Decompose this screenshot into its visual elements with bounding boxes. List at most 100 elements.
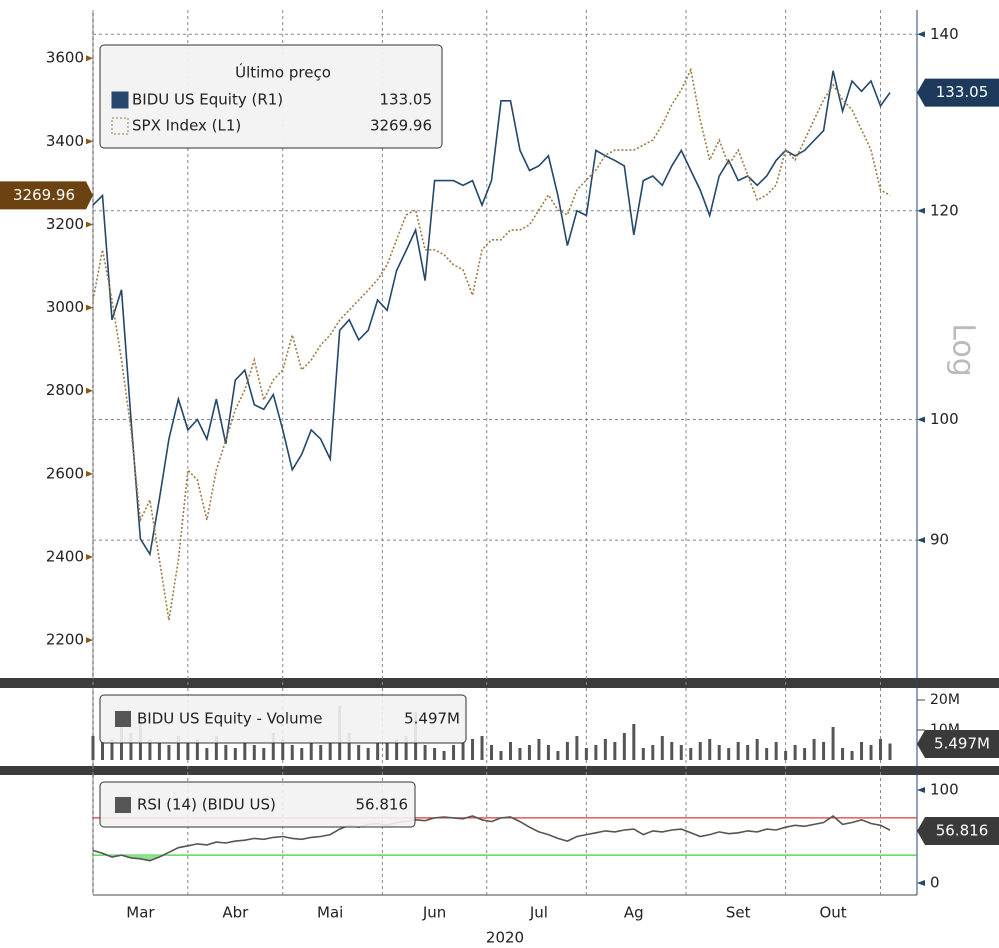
panel-separator: [0, 678, 999, 688]
volume-bar: [385, 742, 389, 760]
volume-bar: [404, 736, 408, 760]
volume-bar: [328, 742, 332, 760]
legend-value: 3269.96: [370, 117, 432, 135]
legend-swatch: [115, 797, 131, 813]
y-tick: [86, 221, 93, 228]
value-tag: [917, 78, 999, 107]
volume-bar: [841, 748, 845, 760]
y-tick-label: 2600: [46, 464, 84, 482]
legend-label: RSI (14) (BIDU US): [137, 796, 276, 814]
volume-bar: [100, 742, 104, 760]
volume-bar: [537, 739, 541, 760]
volume-bar: [395, 739, 399, 760]
volume-bar: [195, 739, 199, 760]
volume-bar: [243, 742, 247, 760]
legend-label: BIDU US Equity - Volume: [137, 710, 322, 728]
volume-bar: [594, 745, 598, 760]
series-line: [92, 67, 891, 621]
value-tag: [917, 817, 999, 845]
value-tag: [0, 181, 93, 210]
legend-value: 56.816: [356, 796, 409, 814]
volume-bar: [91, 736, 95, 760]
rsi-line: [92, 814, 891, 862]
volume-bar: [508, 742, 512, 760]
y2-tick: [917, 880, 925, 886]
value-tag-label: 3269.96: [13, 186, 75, 204]
legend-value: 5.497M: [404, 710, 460, 728]
volume-bar: [565, 742, 569, 760]
volume-bar: [736, 742, 740, 760]
volume-bar: [319, 745, 323, 760]
y-tick: [86, 138, 93, 145]
volume-bar: [205, 748, 209, 760]
y2-tick: [917, 787, 925, 793]
volume-bar: [575, 736, 579, 760]
volume-bar: [176, 736, 180, 760]
volume-bar: [281, 739, 285, 760]
series-line: [92, 70, 891, 557]
y2-tick: [917, 537, 925, 544]
y2-tick-label: 20M: [930, 692, 960, 708]
value-tag-label: 56.816: [936, 822, 989, 840]
value-tag-label: 133.05: [936, 83, 989, 101]
y-tick-label: 3200: [46, 215, 84, 233]
value-tag: [917, 730, 999, 758]
volume-bar: [717, 745, 721, 760]
legend-box: [99, 781, 416, 828]
volume-bar: [584, 748, 588, 760]
volume-bar: [670, 742, 674, 760]
x-tick-label: Set: [726, 904, 751, 922]
volume-bar: [518, 748, 522, 760]
volume-bar: [632, 724, 636, 760]
volume-bar: [679, 745, 683, 760]
volume-bar: [765, 748, 769, 760]
volume-bar: [214, 736, 218, 760]
volume-bar: [746, 745, 750, 760]
y2-tick-label: 100: [930, 410, 959, 428]
volume-bar: [442, 751, 446, 760]
volume-bar: [186, 742, 190, 760]
legend-swatch: [111, 117, 129, 135]
x-axis-label: 2020: [486, 929, 524, 947]
volume-bar: [803, 748, 807, 760]
legend-label: SPX Index (L1): [132, 117, 241, 135]
y2-tick-label: 120: [930, 201, 959, 219]
volume-bar: [129, 733, 133, 760]
y-tick: [86, 637, 93, 644]
x-tick-label: Ag: [624, 904, 644, 922]
legend-label: BIDU US Equity (R1): [132, 91, 283, 109]
legend-box: [99, 694, 467, 744]
volume-bar: [784, 751, 788, 760]
y-tick-label: 3000: [46, 298, 84, 316]
y-tick-label: 2400: [46, 547, 84, 565]
volume-bar: [157, 742, 161, 760]
y2-tick: [917, 31, 925, 38]
volume-bar: [366, 748, 370, 760]
volume-bar: [499, 751, 503, 760]
y-tick: [86, 55, 93, 62]
volume-bar: [860, 742, 864, 760]
y-tick: [86, 387, 93, 394]
volume-bar: [262, 748, 266, 760]
legend-title: Último preço: [235, 63, 331, 82]
volume-bar: [546, 745, 550, 760]
x-tick-label: Jul: [529, 904, 548, 922]
volume-bar: [224, 745, 228, 760]
y2-tick: [917, 207, 925, 214]
volume-bar: [698, 742, 702, 760]
volume-bar: [822, 742, 826, 760]
volume-bar: [603, 739, 607, 760]
volume-bar: [452, 745, 456, 760]
value-tag-label: 5.497M: [934, 735, 990, 753]
volume-bar: [167, 745, 171, 760]
volume-bar: [233, 748, 237, 760]
y-tick-label: 3400: [46, 132, 84, 150]
y-tick-label: 2800: [46, 381, 84, 399]
volume-bar: [376, 742, 380, 760]
volume-bar: [651, 745, 655, 760]
volume-bar: [480, 736, 484, 760]
x-tick-label: Mai: [317, 904, 343, 922]
legend-swatch: [115, 711, 131, 727]
x-tick-label: Mar: [126, 904, 155, 922]
